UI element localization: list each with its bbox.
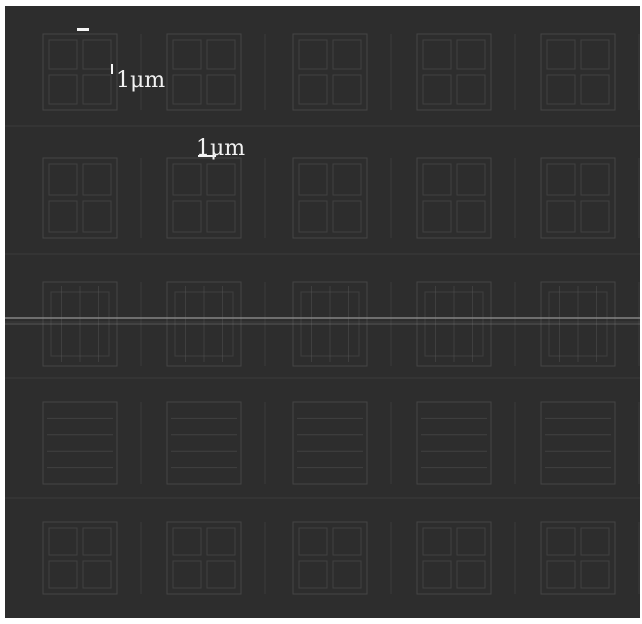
circuit-cell bbox=[166, 521, 242, 595]
cell-subblock bbox=[332, 163, 362, 196]
cell-subblock bbox=[48, 200, 78, 233]
circuit-cell bbox=[166, 33, 242, 111]
circuit-cell bbox=[42, 401, 118, 485]
cell-subblock bbox=[456, 39, 486, 70]
cell-subblock bbox=[206, 527, 236, 556]
cell-subblock bbox=[548, 291, 608, 357]
cell-subblock bbox=[298, 560, 328, 589]
cell-subblock bbox=[48, 560, 78, 589]
circuit-cell bbox=[540, 157, 616, 239]
cell-subblock bbox=[206, 560, 236, 589]
circuit-cell bbox=[416, 401, 492, 485]
cell-subblock bbox=[580, 163, 610, 196]
cell-subblock bbox=[456, 527, 486, 556]
cell-subblock bbox=[48, 74, 78, 105]
cell-subblock bbox=[298, 39, 328, 70]
cell-subblock bbox=[424, 291, 484, 357]
scale-bar-mark bbox=[198, 155, 216, 157]
cell-subblock bbox=[332, 200, 362, 233]
cell-subblock bbox=[580, 560, 610, 589]
cell-subblock bbox=[298, 74, 328, 105]
cell-subblock bbox=[298, 527, 328, 556]
circuit-cell bbox=[292, 401, 368, 485]
scale-bar-label-2: 1μm bbox=[196, 136, 246, 161]
circuit-cell bbox=[166, 157, 242, 239]
cell-subblock bbox=[546, 200, 576, 233]
cell-subblock bbox=[422, 163, 452, 196]
cell-subblock bbox=[456, 560, 486, 589]
cell-subblock bbox=[580, 200, 610, 233]
cell-subblock bbox=[422, 74, 452, 105]
cell-subblock bbox=[546, 163, 576, 196]
cell-subblock bbox=[422, 200, 452, 233]
circuit-cell bbox=[416, 157, 492, 239]
cell-subblock bbox=[332, 39, 362, 70]
cell-subblock bbox=[298, 200, 328, 233]
cell-subblock bbox=[50, 291, 110, 357]
circuit-cell bbox=[416, 33, 492, 111]
circuit-cell bbox=[166, 281, 242, 367]
cell-subblock bbox=[580, 527, 610, 556]
circuit-pattern bbox=[5, 33, 640, 595]
cell-subblock bbox=[456, 200, 486, 233]
cell-subblock bbox=[580, 74, 610, 105]
cell-subblock bbox=[456, 74, 486, 105]
circuit-cell bbox=[292, 157, 368, 239]
circuit-cell bbox=[42, 33, 118, 111]
circuit-cell bbox=[292, 33, 368, 111]
cell-subblock bbox=[580, 39, 610, 70]
cell-subblock bbox=[206, 200, 236, 233]
cell-subblock bbox=[422, 39, 452, 70]
circuit-cell bbox=[292, 521, 368, 595]
cell-subblock bbox=[48, 527, 78, 556]
cell-subblock bbox=[422, 527, 452, 556]
cell-subblock bbox=[48, 163, 78, 196]
cell-subblock bbox=[298, 163, 328, 196]
circuit-cell bbox=[540, 33, 616, 111]
cell-subblock bbox=[82, 39, 112, 70]
circuit-cell bbox=[42, 281, 118, 367]
circuit-cell bbox=[540, 521, 616, 595]
circuit-cell bbox=[416, 281, 492, 367]
circuit-cell bbox=[540, 401, 616, 485]
cell-subblock bbox=[332, 560, 362, 589]
circuit-cell bbox=[292, 281, 368, 367]
cell-subblock bbox=[172, 200, 202, 233]
circuit-cell bbox=[42, 521, 118, 595]
cell-subblock bbox=[332, 527, 362, 556]
circuit-cell bbox=[166, 401, 242, 485]
circuit-cell bbox=[540, 281, 616, 367]
cell-subblock bbox=[172, 74, 202, 105]
cell-subblock bbox=[546, 527, 576, 556]
cell-subblock bbox=[456, 163, 486, 196]
scale-bar-tick bbox=[111, 64, 113, 74]
cell-subblock bbox=[206, 74, 236, 105]
cell-subblock bbox=[332, 74, 362, 105]
cell-subblock bbox=[82, 163, 112, 196]
cell-subblock bbox=[172, 560, 202, 589]
cell-subblock bbox=[48, 39, 78, 70]
cell-subblock bbox=[546, 39, 576, 70]
sem-micrograph: 1μm 1μm bbox=[5, 6, 640, 618]
cell-subblock bbox=[82, 527, 112, 556]
cell-subblock bbox=[82, 560, 112, 589]
scale-bar-mark-top bbox=[77, 28, 89, 31]
circuit-cell bbox=[42, 157, 118, 239]
cell-subblock bbox=[82, 200, 112, 233]
cell-subblock bbox=[82, 74, 112, 105]
cell-subblock bbox=[206, 39, 236, 70]
circuit-cell bbox=[416, 521, 492, 595]
cell-subblock bbox=[172, 39, 202, 70]
cell-subblock bbox=[172, 163, 202, 196]
cell-subblock bbox=[422, 560, 452, 589]
cell-subblock bbox=[174, 291, 234, 357]
cell-subblock bbox=[546, 74, 576, 105]
cell-subblock bbox=[300, 291, 360, 357]
cell-subblock bbox=[546, 560, 576, 589]
scale-bar-label-1: 1μm bbox=[116, 68, 166, 93]
cell-subblock bbox=[206, 163, 236, 196]
cell-subblock bbox=[172, 527, 202, 556]
